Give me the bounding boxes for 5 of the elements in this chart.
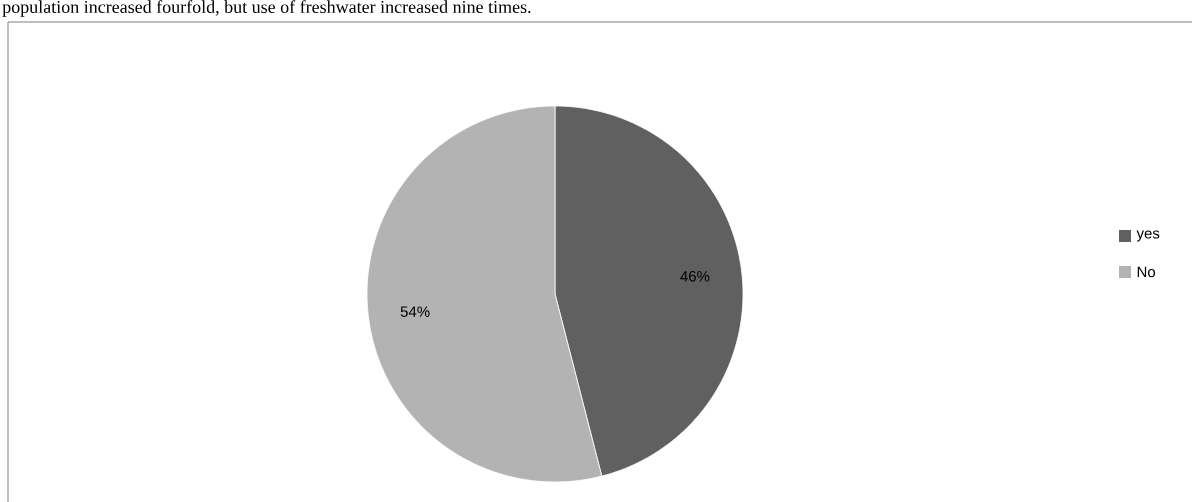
- data-label: 54%: [400, 306, 430, 317]
- legend-label: yes: [1136, 230, 1160, 242]
- text: population increased fourfold, but use of freshwater increased nine times.: [2, 0, 531, 17]
- data-label: 46%: [680, 271, 710, 282]
- legend-label: No: [1137, 266, 1156, 278]
